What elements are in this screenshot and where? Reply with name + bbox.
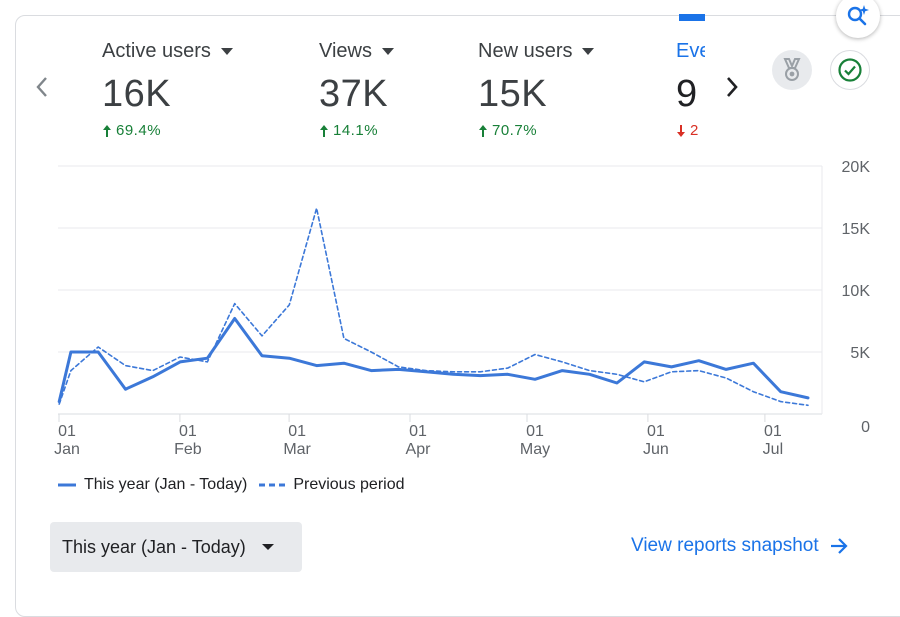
metric-change: 70.7% [492, 122, 538, 139]
next-metrics-button[interactable] [720, 72, 744, 102]
x-tick-month: May [520, 441, 550, 458]
arrow-up-icon [320, 124, 328, 137]
arrow-down-icon [677, 124, 685, 137]
chevron-left-icon [36, 77, 47, 97]
metric-tab-new-users[interactable]: New users 15K 70.7% [478, 40, 638, 139]
x-tick-month: Jun [643, 441, 669, 458]
check-circle-icon [838, 58, 862, 82]
metric-tab-active-users[interactable]: Active users 16K 69.4% [102, 40, 262, 139]
insights-button[interactable] [836, 0, 880, 38]
overview-card [15, 15, 900, 617]
snapshot-link-label: View reports snapshot [631, 535, 819, 556]
award-medal-icon [783, 58, 801, 81]
y-axis: 20K 15K 10K 5K 0 [842, 160, 871, 436]
active-tab-indicator [679, 14, 705, 21]
view-reports-snapshot-link[interactable]: View reports snapshot [631, 535, 849, 557]
dropdown-caret-icon[interactable] [220, 48, 233, 55]
metric-tabs: Active users 16K 69.4% Views 37K 14.1% N… [90, 40, 705, 165]
status-check-button[interactable] [830, 50, 870, 90]
legend-item-previous-period[interactable]: Previous period [259, 476, 405, 494]
arrow-up-icon [103, 124, 111, 137]
x-tick-day: 01 [647, 423, 665, 440]
x-tick-month: Apr [406, 441, 432, 458]
metric-change: 69.4% [116, 122, 162, 139]
x-tick-month: Jan [54, 441, 80, 458]
achievement-badge-button[interactable] [772, 50, 812, 90]
chart-grid [58, 165, 823, 415]
metric-change: 14.1% [333, 122, 379, 139]
y-tick-label: 15K [842, 221, 871, 238]
magic-search-icon [847, 5, 869, 26]
dashed-line-swatch [259, 483, 286, 487]
x-tick-month: Jul [763, 441, 783, 458]
y-tick-label: 10K [842, 283, 871, 300]
metric-tab-event-count[interactable]: Event count 9 2 [676, 40, 705, 139]
y-tick-label: 20K [842, 160, 871, 176]
dropdown-caret-icon [261, 544, 274, 550]
date-range-label: This year (Jan - Today) [62, 536, 246, 557]
x-tick-day: 01 [409, 423, 427, 440]
x-tick-day: 01 [179, 423, 197, 440]
metric-value: 16K [102, 73, 172, 115]
date-range-dropdown[interactable]: This year (Jan - Today) [50, 522, 302, 572]
x-tick-day: 01 [764, 423, 782, 440]
metric-change: 2 [690, 122, 699, 139]
metric-label: New users [478, 40, 573, 62]
metric-label: Active users [102, 40, 211, 62]
x-tick-day: 01 [526, 423, 544, 440]
previous-metrics-button[interactable] [30, 72, 54, 102]
dropdown-caret-icon[interactable] [382, 48, 394, 55]
x-tick-month: Mar [283, 441, 311, 458]
y-tick-label: 0 [861, 419, 870, 436]
metric-value: 15K [478, 73, 548, 115]
y-tick-label: 5K [850, 345, 870, 362]
series-line-previous-period [58, 207, 809, 407]
x-tick-month: Feb [174, 441, 202, 458]
series-line-this-year [57, 317, 810, 404]
chevron-right-icon [727, 77, 738, 97]
dropdown-caret-icon[interactable] [582, 48, 595, 55]
solid-line-swatch [58, 483, 76, 487]
metric-label: Views [319, 40, 372, 62]
metric-tab-views[interactable]: Views 37K 14.1% [319, 40, 479, 139]
legend-label: This year (Jan - Today) [84, 476, 248, 493]
metric-label: Event count [676, 40, 705, 62]
metric-value: 37K [319, 73, 389, 115]
x-tick-day: 01 [288, 423, 306, 440]
arrow-right-icon [830, 538, 848, 554]
chart-series [57, 207, 810, 407]
x-tick-day: 01 [58, 423, 76, 440]
chart-legend: This year (Jan - Today) Previous period [58, 476, 405, 494]
legend-label: Previous period [293, 476, 405, 493]
arrow-up-icon [479, 124, 487, 137]
metric-value: 9 [676, 73, 698, 115]
legend-item-this-year[interactable]: This year (Jan - Today) [58, 476, 247, 494]
